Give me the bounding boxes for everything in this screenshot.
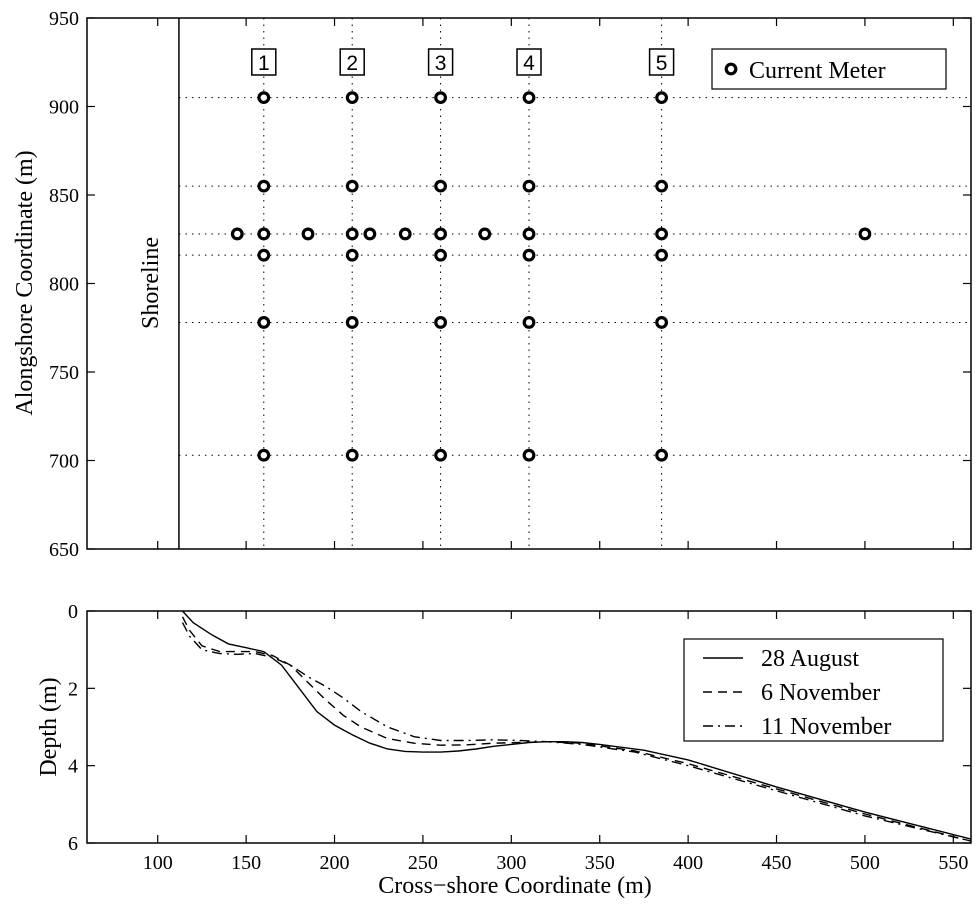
top-y-tick-label: 700 [49,451,79,473]
bottom-x-tick-label: 450 [762,852,792,874]
current-meter-marker [858,227,872,241]
current-meter-marker [398,227,412,241]
current-meter-marker [345,227,359,241]
bottom-x-tick-label: 350 [585,852,615,874]
current-meter-marker [257,448,271,462]
current-meter-marker [257,91,271,105]
current-meter-marker [522,316,536,329]
top-y-tick-label: 650 [49,539,79,561]
bottom-x-tick-label: 400 [673,852,703,874]
transect-label-4: 4 [523,52,535,75]
top-y-tick-label: 800 [49,274,79,296]
current-meter-marker [345,179,359,193]
current-meter-marker [655,179,668,193]
legend-marker-current-meter [724,62,738,76]
depth-profile-plot: 100 150 200 250 300 350 400 450 500 550 0 2 4 6 [68,601,972,874]
current-meter-marker [257,248,271,262]
bottom-x-tick-label: 500 [850,852,880,874]
current-meter-marker [345,316,359,329]
bottom-x-tick-label: 150 [231,852,261,874]
current-meter-marker [434,316,448,329]
transect-label-box-4 [516,48,542,76]
legend-label-series-1: 28 August [761,646,859,672]
depth-profile-line-series-3 [181,622,971,842]
current-meter-marker [434,448,448,462]
bottom-y-tick-label: 4 [68,756,78,778]
transect-label-1: 1 [258,52,270,75]
current-meter-marker [655,227,668,241]
current-meter-marker [655,448,668,462]
current-meter-legend-box [711,48,947,90]
current-meter-marker [522,448,536,462]
bottom-y-tick-label: 2 [68,678,78,700]
transect-label-2: 2 [346,52,358,75]
bottom-x-tick-label: 300 [496,852,526,874]
transect-label-3: 3 [435,52,447,75]
current-meter-marker [522,91,536,105]
current-meter-marker [434,248,448,262]
transect-label-box-5 [648,48,675,76]
bottom-y-axis-title: Depth (m) [36,677,62,776]
current-meter-marker [301,227,315,241]
top-y-axis-title: Alongshore Coordinate (m) [12,150,38,415]
transect-label-5: 5 [656,52,668,75]
bottom-x-tick-label: 250 [408,852,438,874]
bottom-y-tick-label: 0 [68,601,78,623]
bottom-x-tick-label: 550 [938,852,968,874]
legend-label-series-2: 6 November [761,680,880,706]
bottom-y-tick-label: 6 [68,833,78,855]
transect-label-box-1 [251,48,277,76]
depth-profile-line-series-1 [181,611,971,840]
current-meter-marker [522,179,536,193]
current-meter-marker [434,91,448,105]
current-meter-marker [257,227,271,241]
current-meter-marker [345,248,359,262]
bottom-x-tick-label: 100 [143,852,173,874]
current-meter-marker [230,227,244,241]
current-meter-marker [434,227,448,241]
current-meter-marker [522,248,536,262]
shoreline-label: Shoreline [138,237,164,329]
depth-legend-box [683,638,944,742]
legend-label-series-3: 11 November [761,714,891,740]
current-meter-marker [522,227,536,241]
current-meter-marker [655,91,668,105]
current-meter-marker [363,227,377,241]
current-meter-marker [345,91,359,105]
depth-profile-line-series-2 [181,616,971,842]
top-y-tick-label: 850 [49,185,79,207]
top-y-tick-label: 750 [49,362,79,384]
bottom-axes-frame [86,610,972,844]
transect-label-box-2 [339,48,365,76]
current-meter-marker [345,448,359,462]
current-meter-marker [257,316,271,329]
x-axis-title: Cross−shore Coordinate (m) [378,873,652,899]
current-meter-map-plot: 1 2 3 4 5 650 700 750 800 850 900 950 [49,8,972,561]
top-y-tick-label: 900 [49,97,79,119]
current-meter-marker [655,248,668,262]
current-meter-marker [478,227,492,241]
current-meter-marker [257,179,271,193]
bottom-x-tick-label: 200 [320,852,350,874]
current-meter-marker [434,179,448,193]
current-meter-marker [655,316,668,329]
top-y-tick-label: 950 [49,8,79,30]
legend-label-current-meter: Current Meter [749,58,886,84]
transect-label-box-3 [427,48,454,76]
